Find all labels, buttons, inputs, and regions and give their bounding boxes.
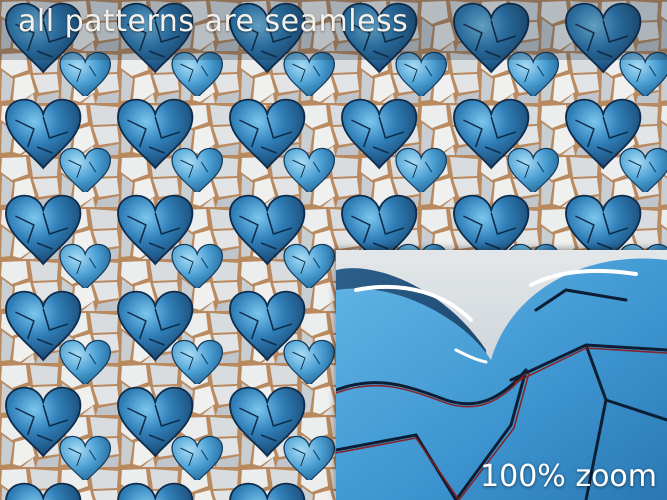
zoom-label: 100% zoom — [480, 459, 657, 494]
zoom-detail-inset: 100% zoom — [336, 250, 667, 500]
headline: all patterns are seamless — [18, 4, 409, 39]
zoom-heart-closeup — [336, 250, 667, 500]
